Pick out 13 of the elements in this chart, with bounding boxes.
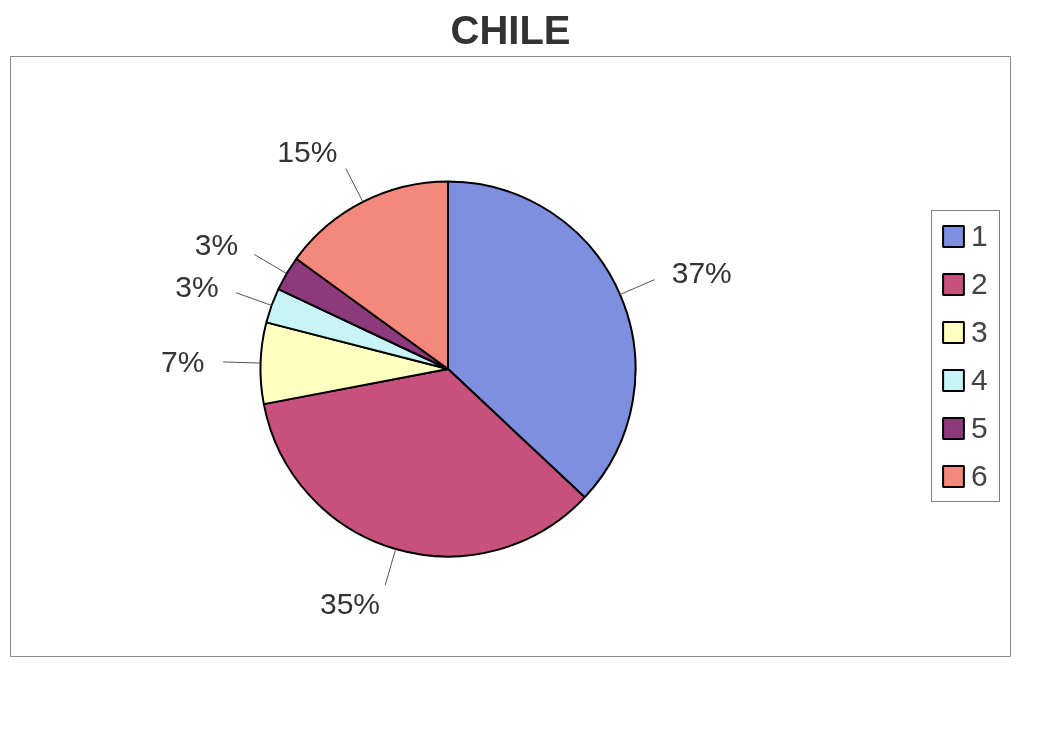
data-label: 35% [319,586,380,620]
data-label: 3% [194,228,239,262]
data-label: 3% [175,269,219,303]
legend-label: 1 [971,219,989,253]
legend-label: 6 [971,459,989,493]
legend-label: 4 [971,363,989,397]
legend-label: 5 [971,411,989,445]
legend-label: 3 [971,315,989,349]
data-label: 15% [277,135,338,169]
data-label: 7% [161,344,205,378]
chart-title: CHILE [450,7,571,52]
data-label: 37% [671,255,732,289]
legend-label: 2 [971,267,989,301]
